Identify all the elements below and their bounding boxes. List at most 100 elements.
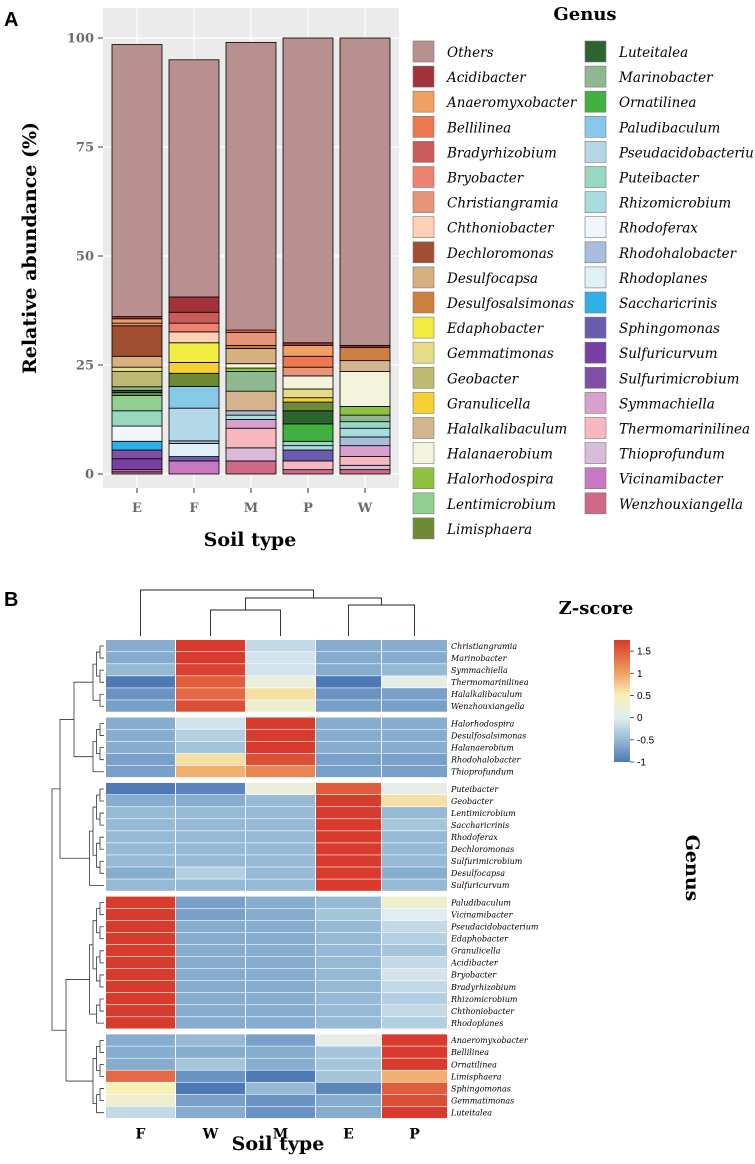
- heatmap-cell-halalkalibaculum-E: [316, 688, 381, 700]
- heatmap-row-label-edaphobacter: Edaphobacter: [450, 935, 509, 944]
- legend: Others Acidibacter Anaeromyxobacter Bellili…: [412, 40, 755, 540]
- legend-item-dechloromonas: Dechloromonas: [412, 241, 554, 264]
- heatmap-row-desulfosalsimonas: [106, 729, 447, 741]
- y-tick-label-100: 100: [67, 32, 94, 47]
- bar-segment-P-Anaeromyxobacter: [282, 344, 334, 357]
- heatmap-cell-bellilinea-M: [246, 1046, 315, 1058]
- legend-swatch-limisphaera: [412, 517, 435, 540]
- heatmap-cell-rhodoplanes-W: [176, 1017, 245, 1029]
- heatmap-cell-bryobacter-P: [382, 968, 447, 981]
- heatmap-cell-pseudacidobacterium-M: [246, 920, 315, 933]
- legend-label-acidibacter: Acidibacter: [445, 70, 527, 86]
- legend-swatch-halorhodospira: [412, 467, 435, 490]
- bar-P: [282, 37, 334, 475]
- heatmap-cell-geobacter-M: [246, 795, 315, 807]
- legend-item-thermomarinilinea: Thermomarinilinea: [584, 417, 750, 439]
- bar-segment-W-Others: [339, 37, 391, 346]
- heatmap-cell-sulfuricurvum-E: [316, 879, 381, 891]
- heatmap-cell-rhodohalobacter-M: [246, 753, 315, 766]
- heatmap-cell-desulfocapsa-W: [176, 867, 245, 879]
- legend-item-limisphaera: Limisphaera: [412, 517, 532, 540]
- y-tick-label-75: 75: [76, 141, 94, 156]
- heatmap-cell-halalkalibaculum-P: [382, 688, 447, 700]
- bar-segment-W-Rhodohalobacter: [339, 436, 391, 447]
- heatmap-row-geobacter: [106, 795, 447, 807]
- bar-segment-F-Edaphobacter: [168, 342, 220, 363]
- bar-segment-W-Halorhodospira: [339, 406, 391, 416]
- row-branch-g4-l1-0: [96, 1046, 100, 1071]
- legend-label-sphingomonas: Sphingomonas: [619, 321, 720, 337]
- heatmap-cell-bradyrhizobium-M: [246, 980, 315, 993]
- bar-segment-W-Wenzhouxiangella: [339, 469, 391, 475]
- heatmap-cell-ornatilinea-E: [316, 1058, 381, 1070]
- bar-segment-W-Puteibacter: [339, 421, 391, 429]
- legend-item-sphingomonas: Sphingomonas: [584, 316, 720, 339]
- heatmap-row-label-dechloromonas: Dechloromonas: [450, 845, 514, 854]
- legend-label-bryobacter: Bryobacter: [446, 171, 525, 187]
- heatmap-cell-thioprofundum-E: [316, 765, 381, 778]
- heatmap-cell-desulfocapsa-E: [316, 867, 381, 879]
- heatmap-cell-sphingomonas-E: [316, 1082, 381, 1094]
- column-branch-w-m: [210, 609, 281, 636]
- panel-b-letter: B: [4, 589, 18, 611]
- heatmap-cell-saccharicrinis-P: [382, 819, 447, 831]
- legend-swatch-edaphobacter: [412, 316, 435, 339]
- heatmap-cell-limisphaera-E: [316, 1070, 381, 1082]
- heatmap-row-label-acidibacter: Acidibacter: [450, 959, 499, 968]
- bar-segment-F-Pseudacidobacterium: [168, 407, 220, 442]
- bar-segment-W-Halanaerobium: [339, 371, 391, 407]
- heatmap-row-pseudacidobacterium: [106, 920, 447, 933]
- y-tick-label-0: 0: [85, 468, 94, 483]
- legend-title: Genus: [553, 4, 616, 25]
- heatmap-row-bryobacter: [106, 968, 447, 981]
- legend-item-paludibaculum: Paludibaculum: [584, 116, 720, 138]
- legend-swatch-bryobacter: [412, 166, 435, 188]
- heatmap-cell-christiangramia-E: [316, 640, 381, 652]
- row-branch-g4-l0-2: [99, 1064, 104, 1077]
- legend-item-halorhodospira: Halorhodospira: [412, 467, 554, 490]
- row-branch-g3-l1-0: [96, 908, 100, 934]
- bar-segment-W-Thermomarinilinea: [339, 456, 391, 466]
- heatmap-cell-luteitalea-M: [246, 1106, 315, 1119]
- heatmap-cell-wenzhouxiangella-P: [382, 700, 447, 712]
- legend-label-sulfurimicrobium: Sulfurimicrobium: [619, 371, 739, 387]
- heatmap-cell-halanaerobium-W: [176, 741, 245, 754]
- heatmap-row-luteitalea: [106, 1106, 447, 1119]
- bar-segment-E-Saccharicrinis: [111, 440, 163, 451]
- heatmap-cells: [106, 640, 447, 1119]
- row-branch-g1-l1-0: [96, 729, 100, 755]
- bar-segment-E-Marinobacter: [111, 386, 163, 391]
- legend-swatch-wenzhouxiangella: [584, 492, 607, 515]
- heatmap-row-label-lentimicrobium: Lentimicrobium: [450, 809, 516, 818]
- bar-segment-M-Desulfocapsa: [225, 348, 277, 365]
- row-branch-g2-l0-4: [99, 836, 104, 850]
- heatmap-row-edaphobacter: [106, 932, 447, 945]
- heatmap-cell-granulicella-F: [106, 944, 175, 957]
- legend-label-symmachiella: Symmachiella: [619, 396, 715, 412]
- legend-swatch-paludibaculum: [584, 116, 607, 138]
- legend-item-symmachiella: Symmachiella: [584, 392, 715, 414]
- heatmap-cell-rhizomicrobium-M: [246, 993, 315, 1005]
- bar-segment-W-Thioprofundum: [339, 464, 391, 471]
- heatmap-cell-sphingomonas-P: [382, 1082, 447, 1094]
- heatmap-cell-halorhodospira-W: [176, 717, 245, 729]
- column-branch-root: [140, 589, 314, 636]
- heatmap-cell-gemmatimonas-E: [316, 1094, 381, 1107]
- heatmap-cell-geobacter-W: [176, 795, 245, 807]
- legend-swatch-lentimicrobium: [412, 492, 435, 515]
- heatmap-cell-pseudacidobacterium-P: [382, 920, 447, 933]
- heatmap-cell-puteibacter-F: [106, 782, 175, 795]
- row-branch-g1-l0-2: [99, 747, 104, 761]
- bar-segment-P-Halanaerobium: [282, 375, 334, 390]
- colorbar: [614, 640, 630, 762]
- heatmap-cell-thioprofundum-F: [106, 765, 175, 778]
- y-axis-ticks: 0 25 50 75 100: [67, 32, 103, 483]
- colorbar-tick-label-0.5: 0.5: [637, 691, 651, 702]
- colorbar-title: Z-score: [559, 598, 634, 619]
- legend-item-bellilinea: Bellilinea: [412, 116, 511, 138]
- bar-segment-M-Desulfosalsimonas: [225, 344, 277, 349]
- row-branch-g3-l1-2: [96, 956, 100, 982]
- legend-swatch-halanaerobium: [412, 442, 435, 464]
- heatmap-row-label-halalkalibaculum: Halalkalibaculum: [450, 690, 523, 699]
- bar-segment-W-Halalkalibaculum: [339, 360, 391, 372]
